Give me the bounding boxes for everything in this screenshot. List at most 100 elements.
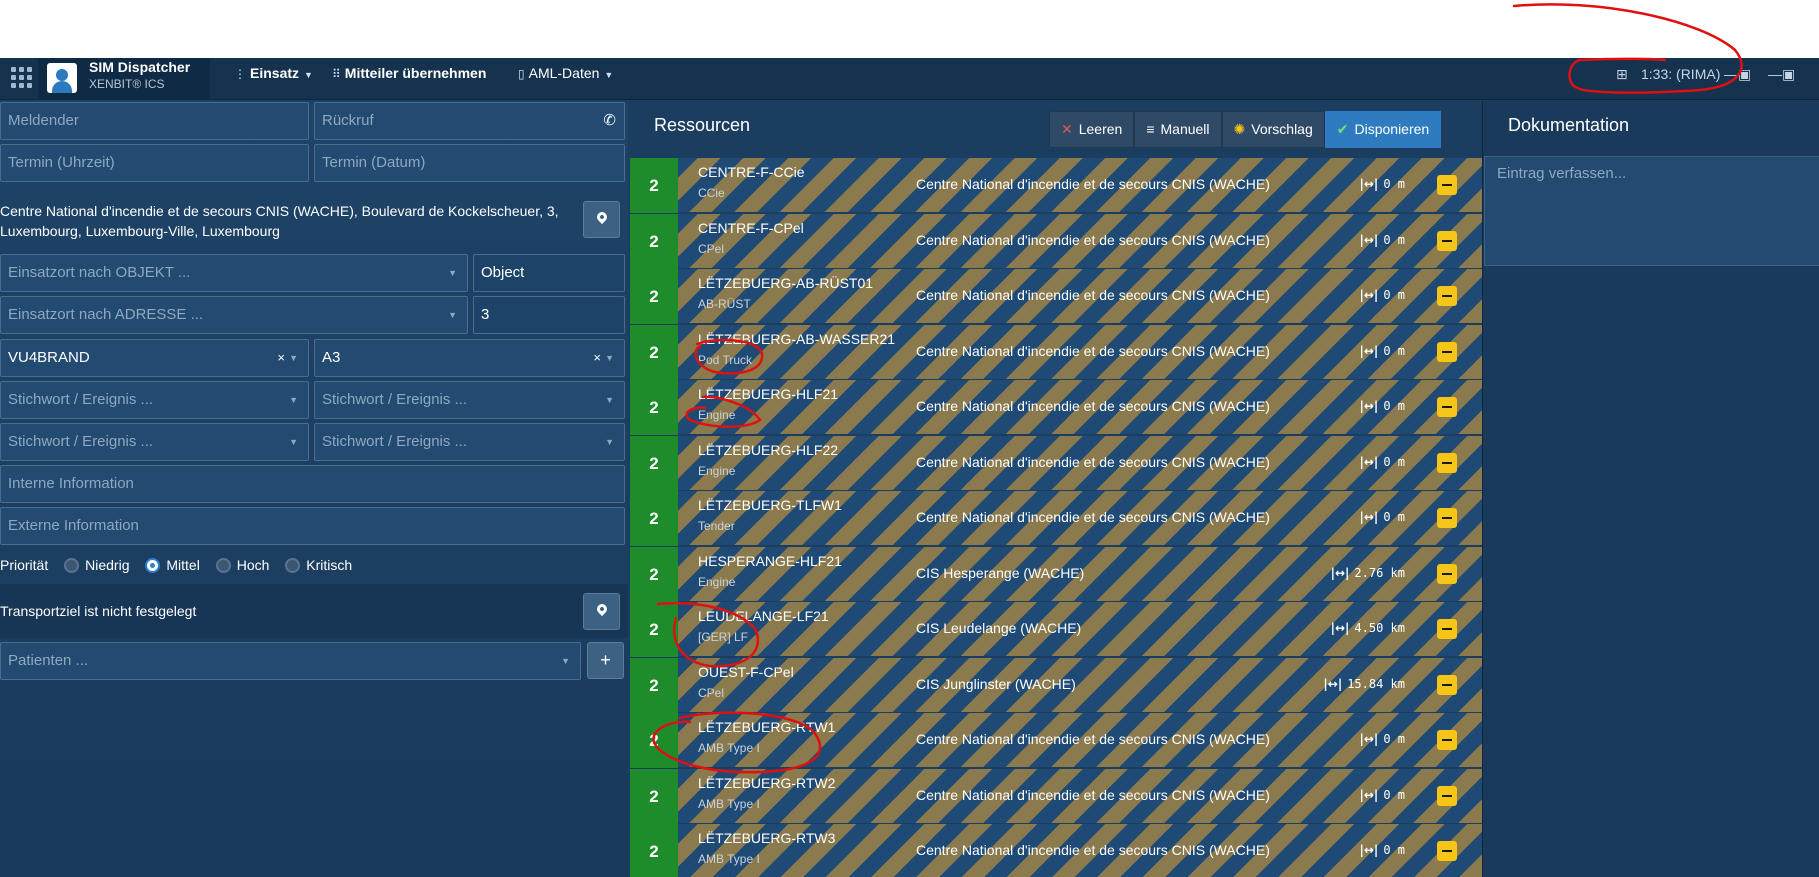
add-patient-button[interactable]: + [587,642,624,679]
remove-resource-button[interactable] [1437,508,1457,528]
remove-resource-button[interactable] [1437,619,1457,639]
disponieren-button[interactable]: ✔ Disponieren [1324,111,1442,148]
termin-uhrzeit-input[interactable]: Termin (Uhrzeit) [0,144,309,182]
status-badge: 2 [630,324,678,380]
panel-alert-icon[interactable]: —▣ [1724,66,1752,82]
manuell-button[interactable]: ≡ Manuell [1134,111,1222,148]
object-field[interactable]: Object [473,254,625,292]
rueckruf-input[interactable]: Rückruf ✆ [314,102,625,140]
resource-row[interactable]: 2 LËTZEBUERG-HLF21 Engine Centre National d… [630,380,1482,435]
screenshot-white-margin [0,0,1819,58]
distance-value: 0 m [1383,510,1405,524]
sim-dispatcher-app: SIM Dispatcher XENBIT® ICS ⋮ Einsatz ▼ ⠿ Mi… [0,58,1819,877]
address-map-pin-button[interactable] [583,201,620,238]
distance-icon: |↔| [1330,621,1350,635]
resource-name: LËTZEBUERG-HLF22 [698,441,839,458]
resource-row[interactable]: 2 LËTZEBUERG-RTW1 AMB Type I Centre Nationa… [630,713,1482,768]
resource-name: CENTRE-F-CPel [698,219,804,236]
remove-resource-button[interactable] [1437,175,1457,195]
resource-station: CIS Junglinster (WACHE) [916,675,1076,692]
resource-row[interactable]: 2 HESPERANGE-HLF21 Engine CIS Hesperange (W… [630,546,1482,602]
resource-row[interactable]: 2 OUEST-F-CPel CPel CIS Junglinster (WACHE)… [630,657,1482,713]
transport-target: Transportziel ist nicht festgelegt [0,584,628,638]
resource-row[interactable]: 2 LËTZEBUERG-AB-RÜST01 AB-RÜST Centre Natio… [630,269,1482,324]
meldender-input[interactable]: Meldender [0,102,309,140]
documentation-entry-input[interactable]: Eintrag verfassen... [1484,156,1819,266]
status-badge: 2 [630,657,678,713]
einsatzort-objekt-placeholder: Einsatzort nach OBJEKT ... [8,264,191,281]
resource-type: Pod Truck [698,352,753,367]
status-badge: 2 [630,713,678,768]
resource-row[interactable]: 2 CENTRE-F-CCie CCie Centre National d'ince… [630,158,1482,213]
resource-distance: |↔| 0 m [1359,732,1405,746]
stichwort-3-select[interactable]: Stichwort / Ereignis ... ▼ [0,381,309,419]
resource-name: HESPERANGE-HLF21 [698,552,842,569]
priority-radio-kritisch[interactable] [285,558,301,573]
resource-row[interactable]: 2 CENTRE-F-CPel CPel Centre National d'ince… [630,213,1482,269]
stichwort-6-select[interactable]: Stichwort / Ereignis ... ▼ [314,423,625,461]
app-grid-icon[interactable] [9,65,33,89]
clear-x-icon[interactable]: × [277,350,285,365]
phone-callback-icon[interactable]: ✆ [603,112,616,129]
add-panel-icon[interactable]: ⊞ [1616,66,1628,82]
remove-resource-button[interactable] [1437,563,1457,584]
remove-resource-button[interactable] [1437,785,1457,806]
remove-resource-button[interactable] [1437,841,1457,861]
incident-form: Meldender Rückruf ✆ Termin (Uhrzeit) Ter… [0,101,628,877]
priority-radio-niedrig[interactable] [64,558,80,573]
app-subtitle: XENBIT® ICS [89,77,165,91]
einsatzort-adresse-select[interactable]: Einsatzort nach ADRESSE ... ▼ [0,296,468,334]
resource-row[interactable]: 2 LËTZEBUERG-RTW2 AMB Type I Centre Nationa… [630,768,1482,824]
leeren-button[interactable]: ✕ Leeren [1049,111,1135,148]
panel-check-icon[interactable]: —▣ [1768,66,1796,82]
stichwort-5-select[interactable]: Stichwort / Ereignis ... ▼ [0,423,309,461]
remove-resource-button[interactable] [1437,341,1457,362]
stichwort-2-select[interactable]: A3 × ▼ [314,339,625,377]
resource-row[interactable]: 2 LEUDELANGE-LF21 [GER] LF CIS Leudelange (… [630,602,1482,657]
resources-toolbar: ✕ Leeren ≡ Manuell ✺ Vorschlag ✔ Disponieren [1049,111,1442,148]
transport-map-pin-button[interactable] [583,593,620,630]
vorschlag-button[interactable]: ✺ Vorschlag [1221,111,1325,148]
priority-radio-hoch[interactable] [215,558,231,573]
chevron-down-icon: ▼ [561,656,570,666]
rueckruf-placeholder: Rückruf [322,112,374,129]
resource-station: CIS Leudelange (WACHE) [916,620,1082,636]
stichwort-1-value: VU4BRAND [8,349,90,366]
remove-resource-button[interactable] [1437,452,1457,473]
distance-icon: |↔| [1359,288,1379,302]
remove-resource-button[interactable] [1437,286,1457,306]
menu-aml-daten[interactable]: ▯ AML-Daten ▼ [518,58,613,100]
resource-row[interactable]: 2 LËTZEBUERG-AB-WASSER21 Pod Truck Centre N… [630,324,1482,380]
resource-type: CPel [698,241,725,256]
stichwort-1-select[interactable]: VU4BRAND × ▼ [0,339,309,377]
check-icon: ✔ [1336,121,1349,137]
distance-value: 0 m [1383,454,1405,469]
einsatzort-objekt-select[interactable]: Einsatzort nach OBJEKT ... ▼ [0,254,468,292]
incident-address: Centre National d'incendie et de secours… [0,197,580,249]
interne-information-input[interactable]: Interne Information [0,465,625,503]
remove-resource-button[interactable] [1437,397,1457,417]
chevron-down-icon: ▼ [605,353,614,363]
distance-value: 0 m [1383,399,1405,413]
resource-distance: |↔| 0 m [1359,788,1405,802]
externe-information-input[interactable]: Externe Information [0,507,625,545]
resource-type: AB-RÜST [698,297,751,311]
menu-aml-label: AML-Daten [528,65,600,81]
remove-resource-button[interactable] [1437,230,1457,251]
remove-resource-button[interactable] [1437,730,1457,750]
menu-einsatz[interactable]: ⋮ Einsatz ▼ [234,58,313,100]
patienten-select[interactable]: Patienten ... ▼ [0,642,581,680]
house-number-field[interactable]: 3 [473,296,625,334]
stichwort-4-select[interactable]: Stichwort / Ereignis ... ▼ [314,381,625,419]
priority-radio-mittel[interactable] [145,558,161,573]
status-badge: 2 [630,435,678,491]
resource-row[interactable]: 2 LËTZEBUERG-RTW3 AMB Type I Centre Nationa… [630,824,1482,877]
menu-einsatz-label: Einsatz [250,65,300,81]
termin-datum-input[interactable]: Termin (Datum) [314,144,625,182]
remove-resource-button[interactable] [1437,674,1457,695]
menu-mitteiler-uebernehmen[interactable]: ⠿ Mitteiler übernehmen [332,58,486,100]
resource-distance: |↔| 0 m [1359,344,1405,358]
clear-x-icon[interactable]: × [593,350,601,365]
resource-row[interactable]: 2 LËTZEBUERG-HLF22 Engine Centre National d… [630,435,1482,491]
resource-row[interactable]: 2 LËTZEBUERG-TLFW1 Tender Centre National d… [630,491,1482,546]
